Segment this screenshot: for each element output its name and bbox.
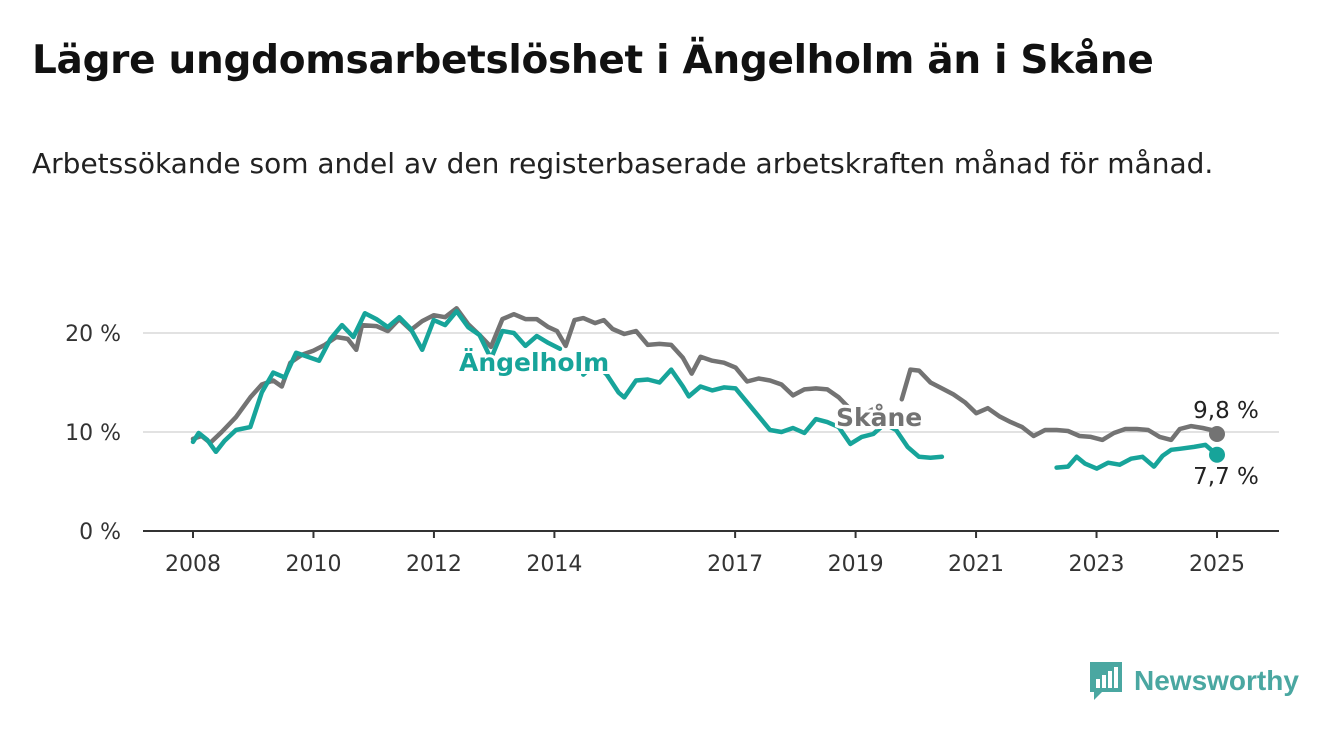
series-line-angelholm xyxy=(190,308,563,455)
end-label-angelholm: 7,7 % xyxy=(1193,464,1259,490)
series-line-angelholm xyxy=(581,361,945,460)
series-layer xyxy=(190,306,1225,471)
series-label-angelholm: Ängelholm xyxy=(459,347,609,377)
x-tick-label: 2008 xyxy=(165,552,221,577)
end-marker-angelholm xyxy=(1209,446,1225,463)
x-tick-label: 2021 xyxy=(948,552,1004,577)
x-tick-label: 2017 xyxy=(707,552,763,577)
newsworthy-logo-icon xyxy=(1090,662,1122,700)
y-tick-label: 20 % xyxy=(65,322,121,347)
y-tick-label: 0 % xyxy=(79,520,121,545)
x-tick-label: 2010 xyxy=(285,552,341,577)
x-tick-label: 2025 xyxy=(1189,552,1245,577)
brand: Newsworthy xyxy=(1088,660,1299,702)
series-line-skane xyxy=(190,306,882,446)
axis-layer: 0 % 10 % 20 % 2008 2010 2012 2014 2017 2019 2021 2… xyxy=(65,322,1279,577)
label-layer: 9,8 % 7,7 % Ängelholm Skåne xyxy=(456,344,1259,490)
grid-layer xyxy=(143,332,1279,433)
brand-name: Newsworthy xyxy=(1134,665,1299,696)
series-line-skane xyxy=(899,367,1220,443)
end-label-skane: 9,8 % xyxy=(1193,398,1259,424)
series-label-skane: Skåne xyxy=(836,403,922,432)
page-title: Lägre ungdomsarbetslöshet i Ängelholm än… xyxy=(32,38,1154,83)
chart-subtitle: Arbetssökande som andel av den registerb… xyxy=(32,147,1214,180)
x-tick-label: 2014 xyxy=(526,552,582,577)
series-line-angelholm xyxy=(1054,442,1220,471)
x-tick-label: 2012 xyxy=(406,552,462,577)
y-tick-label: 10 % xyxy=(65,421,121,446)
x-tick-label: 2019 xyxy=(828,552,884,577)
end-marker-skane xyxy=(1209,425,1225,442)
x-tick-label: 2023 xyxy=(1069,552,1125,577)
